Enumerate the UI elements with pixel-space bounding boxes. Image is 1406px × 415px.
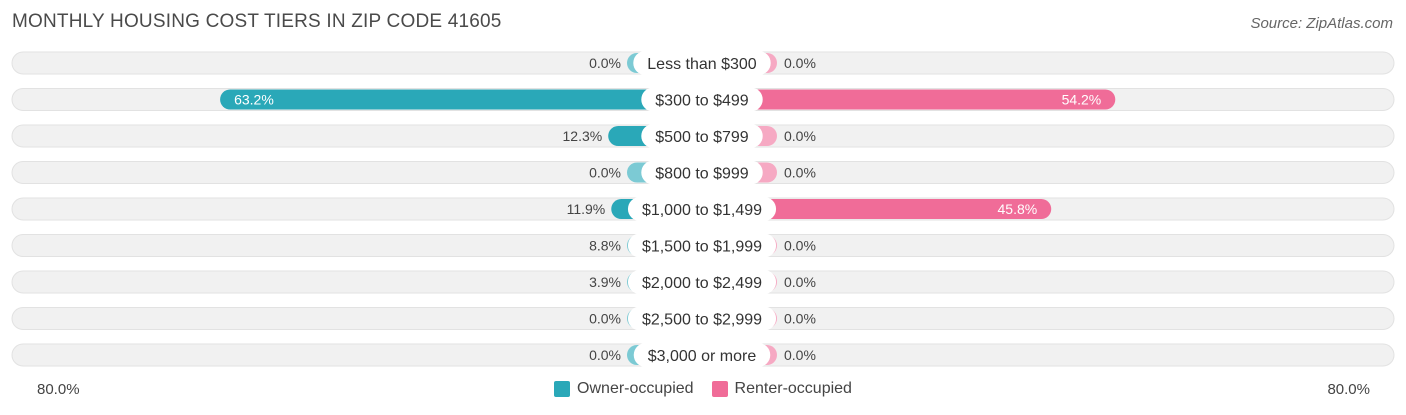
category-label: $2,000 to $2,499 — [642, 275, 762, 292]
category-label-pill — [627, 233, 777, 258]
owner-value-label: 0.0% — [589, 311, 621, 327]
source-label: Source: ZipAtlas.com — [1250, 15, 1393, 32]
legend-item-owner: Owner-occupied — [554, 380, 694, 398]
category-label-pill — [641, 160, 763, 185]
owner-value-label: 11.9% — [567, 201, 606, 217]
category-label-pill — [627, 270, 777, 294]
owner-bar — [220, 89, 702, 110]
owner-value-label: 3.9% — [589, 274, 621, 290]
renter-bar — [702, 199, 1052, 219]
category-label: $300 to $499 — [655, 93, 749, 110]
owner-value-label: 0.0% — [589, 55, 621, 71]
chart-svg: 0.0% 0.0% Less than $300 63.2% 54.2% $300 to … — [11, 51, 1395, 367]
owner-value-label: 63.2% — [234, 92, 274, 108]
category-label: $500 to $799 — [655, 129, 749, 146]
legend-label-owner: Owner-occupied — [577, 380, 694, 397]
axis-right-label: 80.0% — [1327, 381, 1370, 398]
legend-swatch-owner — [554, 381, 571, 397]
owner-value-label: 12.3% — [563, 128, 603, 144]
renter-value-label: 0.0% — [784, 238, 816, 254]
category-label: $1,000 to $1,499 — [642, 202, 762, 219]
category-label-pill — [633, 51, 771, 75]
category-label: $2,500 to $2,999 — [642, 312, 762, 329]
renter-value-label: 54.2% — [1062, 92, 1102, 108]
chart-title: MONTHLY HOUSING COST TIERS IN ZIP CODE 4… — [12, 11, 502, 32]
renter-value-label: 0.0% — [784, 274, 816, 290]
category-label-pill — [633, 343, 771, 367]
legend-label-renter: Renter-occupied — [734, 380, 852, 397]
category-label-pill — [627, 197, 777, 221]
legend-swatch-renter — [711, 381, 728, 397]
category-label: $3,000 or more — [648, 348, 757, 365]
owner-value-label: 8.8% — [589, 238, 621, 254]
legend: Owner-occupied Renter-occupied — [0, 380, 1406, 398]
renter-value-label: 0.0% — [784, 55, 816, 71]
category-label: $800 to $999 — [655, 166, 749, 183]
owner-value-label: 0.0% — [589, 165, 621, 181]
renter-value-label: 45.8% — [998, 201, 1038, 217]
renter-bar — [702, 89, 1116, 110]
axis-left-label: 80.0% — [37, 381, 80, 398]
owner-value-label: 0.0% — [589, 347, 621, 363]
renter-value-label: 0.0% — [784, 128, 816, 144]
category-label: Less than $300 — [647, 56, 757, 73]
category-label-pill — [627, 306, 777, 331]
category-label-pill — [641, 124, 763, 148]
renter-value-label: 0.0% — [784, 347, 816, 363]
category-label-pill — [641, 87, 763, 112]
renter-value-label: 0.0% — [784, 311, 816, 327]
legend-item-renter: Renter-occupied — [711, 380, 852, 398]
renter-value-label: 0.0% — [784, 165, 816, 181]
category-label: $1,500 to $1,999 — [642, 239, 762, 256]
